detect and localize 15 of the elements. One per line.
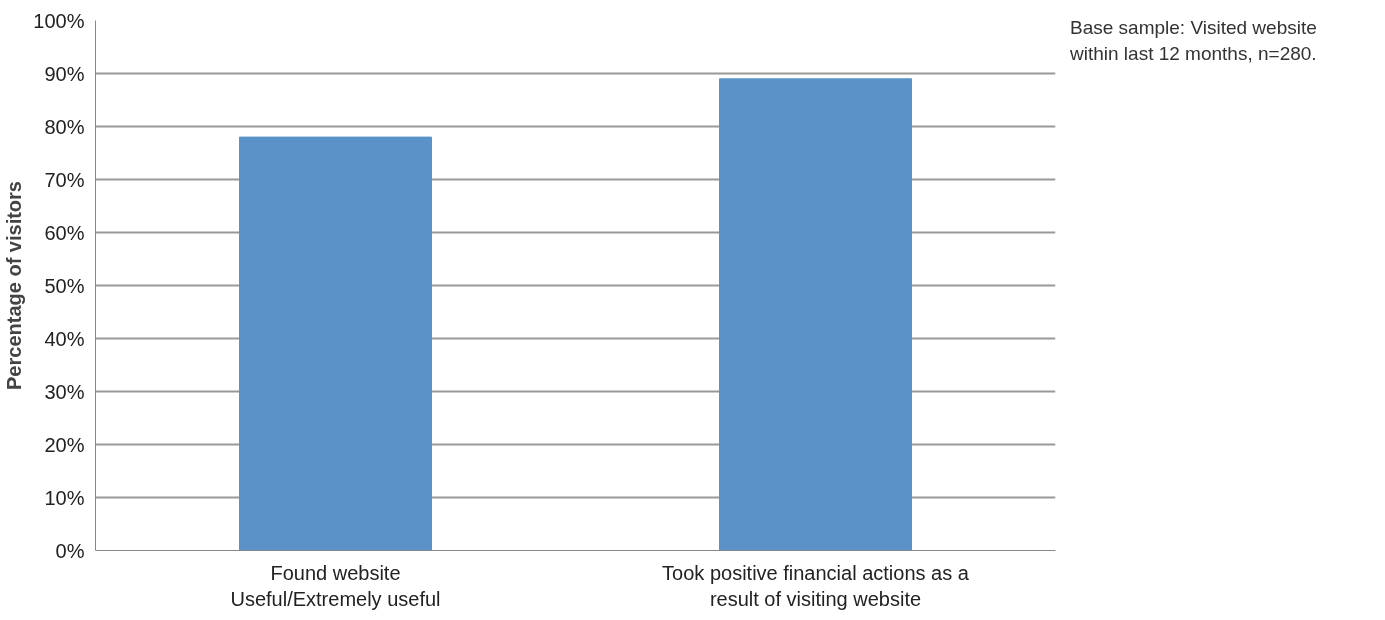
y-tick-label: 20%: [44, 433, 85, 456]
y-tick-label: 60%: [44, 221, 85, 244]
y-tick-label: 40%: [44, 327, 85, 350]
y-axis-title: Percentage of visitors: [3, 181, 26, 390]
y-tick-label: 30%: [44, 380, 85, 403]
y-tick-label: 100%: [33, 9, 85, 32]
y-tick-label: 70%: [44, 168, 85, 191]
y-tick-label: 50%: [44, 274, 85, 297]
x-tick-label: Found website Useful/Extremely useful: [230, 561, 441, 610]
y-tick-label: 90%: [44, 62, 85, 85]
y-tick-label: 80%: [44, 115, 85, 138]
text: Base sample: Visited website within last 12 months, n=280.: [1070, 16, 1318, 66]
y-tick-label: 10%: [44, 486, 85, 509]
x-tick-label: Took positive financial actions as a result of visiting website: [662, 561, 970, 610]
y-tick-label: 0%: [55, 539, 85, 562]
